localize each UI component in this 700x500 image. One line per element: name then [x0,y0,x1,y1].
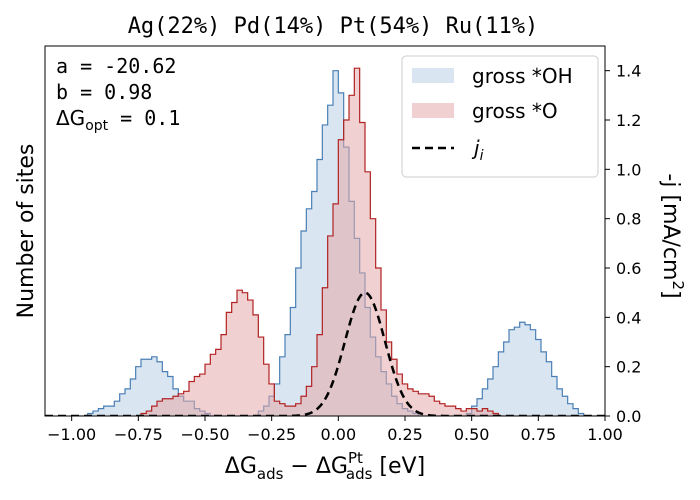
x-tick-label: −1.00 [47,425,96,444]
legend-label-oh: gross *OH [472,64,573,88]
ji-curve-line [45,291,605,416]
x-tick-label: 1.00 [587,425,623,444]
left-y-axis-title: Number of sites [14,144,39,319]
annotation-block: a = -20.62 b = 0.98 ΔGopt = 0.1 [56,54,180,134]
annotation-b: b = 0.98 [56,80,152,104]
histogram-outline-o [140,67,504,416]
right-y-tick-label: 0.6 [616,259,641,278]
x-axis-title: ΔGads − ΔGPt ads [eV] [225,449,425,483]
right-y-tick-label: 0.0 [616,407,641,426]
x-tick-label: −0.75 [114,425,163,444]
annotation-a: a = -20.62 [56,54,176,78]
legend-swatch-oh [412,68,454,83]
legend: gross *OH gross *O ji [401,55,599,178]
legend-swatch-o [412,103,454,118]
legend-label-o: gross *O [472,99,558,123]
x-tick-label: 0.50 [454,425,490,444]
right-y-tick-label: 1.4 [616,62,641,81]
x-tick-label: −0.50 [180,425,229,444]
right-y-axis-title: -j [mA/cm2] [658,173,687,298]
annotation-dg-opt: ΔGopt = 0.1 [56,106,180,134]
plot-frame [44,45,606,417]
right-y-tick-label: 0.4 [616,308,641,327]
x-tick-label: −0.25 [247,425,296,444]
x-tick-label: 0.00 [321,425,357,444]
x-tick-label: 0.25 [387,425,423,444]
right-y-tick-label: 0.8 [616,210,641,229]
right-y-tick-label: 1.2 [616,111,641,130]
legend-label-ji: ji [471,136,484,164]
chart-title: Ag(22%) Pd(14%) Pt(54%) Ru(11%) [128,14,539,39]
right-y-tick-label: 1.0 [616,160,641,179]
x-tick-label: 0.75 [521,425,557,444]
histogram-fill-o [141,68,504,416]
histogram-outline-oh [71,70,605,416]
right-y-tick-label: 0.2 [616,358,641,377]
